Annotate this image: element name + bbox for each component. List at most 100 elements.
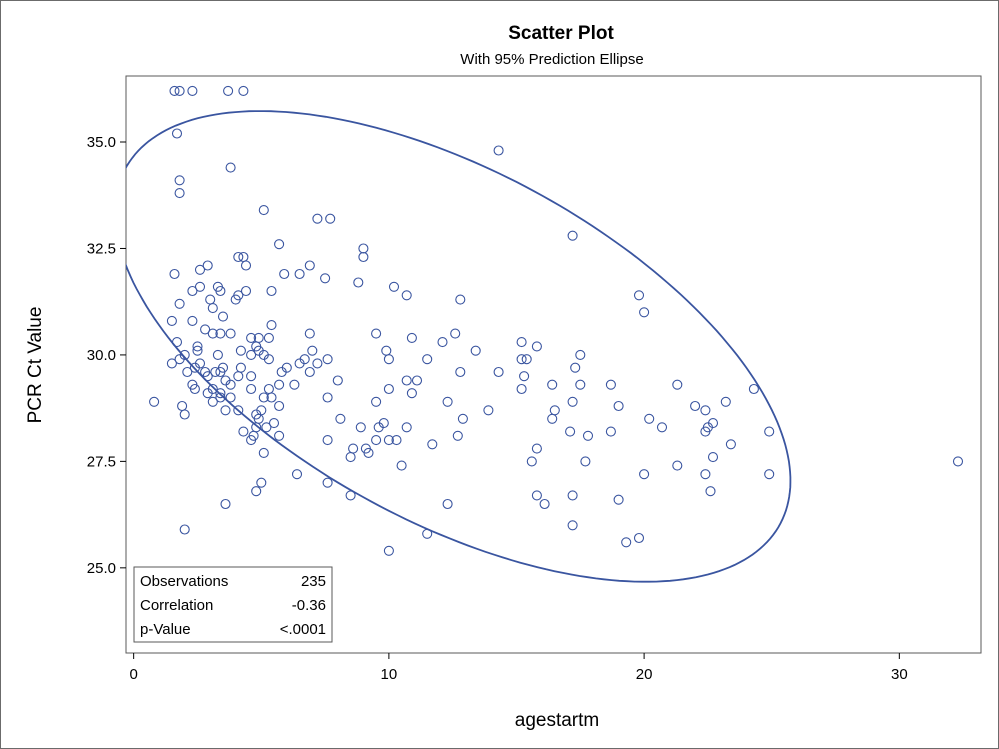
data-point — [455, 366, 466, 378]
data-point — [358, 251, 369, 263]
data-point — [233, 405, 244, 416]
data-point — [621, 537, 632, 548]
data-point — [565, 426, 576, 437]
y-tick-label-0: 25.0 — [87, 560, 116, 577]
data-point — [294, 268, 305, 280]
data-point — [383, 354, 394, 365]
data-point — [633, 290, 645, 301]
data-point — [294, 358, 305, 369]
data-point — [246, 349, 257, 360]
data-point — [202, 371, 213, 382]
data-point — [672, 460, 683, 471]
data-point — [442, 396, 453, 407]
data-point — [547, 413, 558, 424]
data-point — [230, 294, 241, 305]
data-point — [312, 358, 323, 369]
data-point — [223, 85, 234, 96]
x-tick-label-3: 30 — [891, 666, 908, 683]
data-point — [246, 435, 257, 446]
data-point — [764, 469, 775, 480]
data-point — [246, 383, 257, 395]
data-point — [383, 545, 394, 556]
data-point — [320, 273, 331, 284]
data-point — [582, 430, 594, 441]
data-point — [427, 439, 438, 450]
data-point — [200, 324, 211, 335]
data-point — [240, 260, 252, 271]
data-point — [322, 477, 333, 488]
data-point — [406, 388, 417, 399]
data-point — [764, 426, 775, 437]
data-point — [174, 298, 185, 309]
data-point — [567, 490, 578, 501]
data-point — [307, 345, 318, 356]
data-point — [567, 520, 578, 531]
data-point — [207, 303, 218, 314]
data-point — [570, 362, 581, 373]
data-point — [212, 349, 223, 360]
data-point — [215, 328, 226, 339]
data-point — [258, 205, 269, 216]
data-point — [567, 230, 578, 241]
data-point — [531, 490, 542, 501]
data-point — [396, 460, 407, 471]
data-point — [189, 383, 200, 395]
data-point — [547, 379, 558, 390]
data-point — [575, 379, 586, 390]
data-point — [455, 294, 466, 305]
data-point — [179, 524, 190, 535]
data-point — [174, 85, 185, 96]
data-point — [700, 405, 711, 416]
data-point — [539, 498, 550, 510]
data-point — [194, 264, 206, 275]
data-point — [613, 494, 624, 505]
data-point — [345, 490, 356, 501]
data-point — [605, 379, 616, 390]
data-point — [179, 409, 190, 420]
y-tick-label-4: 35.0 — [87, 134, 116, 151]
chart-subtitle: With 95% Prediction Ellipse — [460, 51, 643, 68]
x-tick-label-0: 0 — [129, 666, 137, 683]
x-axis: 0 10 20 30 — [129, 653, 908, 683]
data-point — [383, 435, 394, 446]
data-point — [171, 337, 183, 348]
prediction-ellipse-layer — [126, 110, 792, 583]
data-point — [383, 383, 394, 395]
data-point — [322, 435, 333, 446]
data-point — [401, 375, 412, 386]
data-point — [174, 175, 185, 186]
data-point — [194, 281, 206, 292]
data-point — [210, 366, 221, 378]
data-point — [174, 354, 185, 365]
data-point — [263, 354, 274, 365]
data-point — [371, 435, 382, 446]
data-point — [189, 362, 200, 373]
data-point — [215, 285, 226, 297]
data-point — [322, 354, 333, 365]
data-point — [225, 379, 236, 390]
data-point — [263, 332, 274, 343]
data-point — [256, 477, 267, 488]
stats-pvalue-value: <.0001 — [280, 621, 326, 638]
data-point — [246, 371, 257, 382]
data-point — [470, 345, 481, 356]
data-point — [225, 392, 236, 403]
data-point — [187, 85, 198, 96]
data-point — [279, 268, 290, 280]
data-point — [215, 392, 226, 403]
data-point — [304, 260, 315, 271]
data-point — [450, 328, 461, 339]
data-point — [251, 486, 262, 497]
data-point — [411, 375, 423, 386]
data-point — [493, 145, 504, 156]
data-point — [166, 315, 177, 326]
data-point — [149, 396, 160, 407]
data-point — [335, 413, 346, 424]
data-point — [268, 418, 280, 429]
data-point — [575, 349, 586, 360]
data-point — [401, 290, 412, 301]
data-point — [215, 366, 226, 378]
stats-correlation-value: -0.36 — [292, 597, 326, 614]
data-point — [169, 85, 180, 96]
